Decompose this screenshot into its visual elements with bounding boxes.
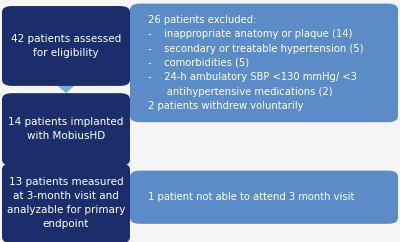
FancyBboxPatch shape <box>2 6 130 86</box>
Polygon shape <box>55 159 77 168</box>
FancyBboxPatch shape <box>130 4 398 122</box>
Text: 13 patients measured
at 3-month visit and
analyzable for primary
endpoint: 13 patients measured at 3-month visit an… <box>7 177 125 229</box>
FancyBboxPatch shape <box>130 171 398 224</box>
Text: 14 patients implanted
with MobiusHD: 14 patients implanted with MobiusHD <box>8 117 124 142</box>
Polygon shape <box>120 183 138 207</box>
FancyBboxPatch shape <box>2 93 130 166</box>
Polygon shape <box>120 47 138 71</box>
FancyBboxPatch shape <box>2 163 130 242</box>
Text: 1 patient not able to attend 3 month visit: 1 patient not able to attend 3 month vis… <box>148 192 354 202</box>
Text: 26 patients excluded:
-    inappropriate anatomy or plaque (14)
-    secondary o: 26 patients excluded: - inappropriate an… <box>148 15 364 111</box>
Polygon shape <box>55 80 77 93</box>
Text: 42 patients assessed
for eligibility: 42 patients assessed for eligibility <box>11 34 121 58</box>
